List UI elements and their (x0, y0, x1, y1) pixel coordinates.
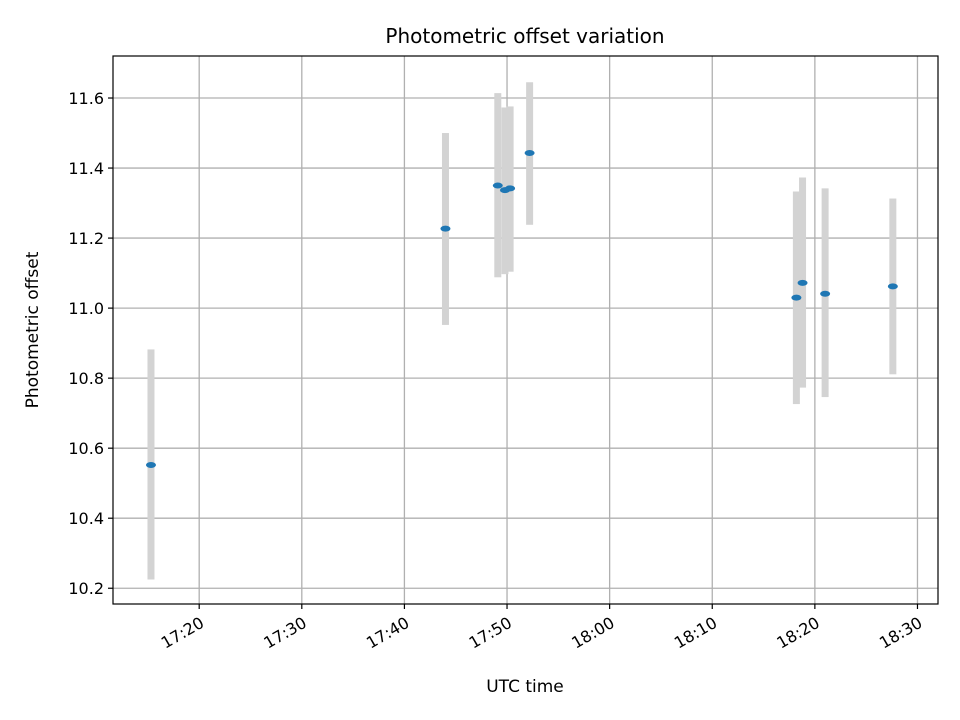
x-tick-label: 17:40 (363, 613, 412, 653)
chart-title: Photometric offset variation (385, 24, 664, 48)
x-tick-label: 17:30 (260, 613, 309, 653)
y-tick-label: 10.8 (68, 369, 104, 388)
x-tick-label: 18:20 (773, 613, 822, 653)
data-point (492, 182, 503, 189)
x-tick-label: 18:10 (671, 613, 720, 653)
x-axis-ticks: 17:20 17:30 17:40 17:50 18:00 18:10 18:20 18:30 (158, 604, 925, 653)
data-point (791, 294, 802, 301)
data-point (887, 283, 898, 290)
x-tick-label: 18:30 (876, 613, 925, 653)
y-tick-label: 10.2 (68, 579, 104, 598)
y-axis-ticks: 10.2 10.4 10.6 10.8 11.0 11.2 11.4 11.6 (68, 89, 113, 598)
data-point (440, 225, 451, 232)
data-point (524, 149, 535, 156)
x-tick-label: 17:20 (158, 613, 207, 653)
y-tick-label: 11.0 (68, 299, 104, 318)
x-tick-label: 17:50 (466, 613, 515, 653)
x-axis-label: UTC time (486, 677, 564, 697)
data-point (505, 185, 516, 192)
data-point (820, 290, 831, 297)
y-tick-label: 11.4 (68, 159, 104, 178)
data-points (145, 149, 898, 468)
y-tick-label: 10.6 (68, 439, 104, 458)
plot-frame (112, 55, 939, 605)
data-point (797, 279, 808, 286)
data-point (145, 461, 156, 468)
y-axis-label: Photometric offset (23, 251, 43, 408)
y-tick-label: 11.6 (68, 89, 104, 108)
y-tick-label: 10.4 (68, 509, 104, 528)
grid-lines (113, 56, 938, 604)
x-tick-label: 18:00 (568, 613, 617, 653)
error-bars (147, 82, 897, 580)
y-tick-label: 11.2 (68, 229, 104, 248)
